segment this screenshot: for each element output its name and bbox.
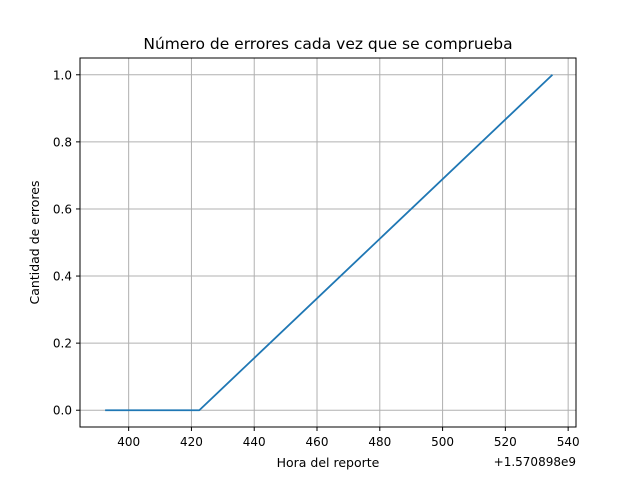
x-axis-offset-label: +1.570898e9 — [494, 455, 576, 469]
x-axis-label: Hora del reporte — [277, 455, 380, 470]
x-tick-label: 540 — [557, 435, 580, 449]
y-tick-label: 0.4 — [53, 270, 72, 284]
y-tick-label: 0.0 — [53, 404, 72, 418]
x-tick-label: 460 — [306, 435, 329, 449]
plot-frame — [79, 57, 577, 428]
series-line — [105, 74, 554, 412]
y-axis-label: Cantidad de errores — [27, 181, 42, 305]
y-tick-label: 0.6 — [53, 202, 72, 216]
grid — [80, 58, 576, 427]
x-tick-label: 520 — [494, 435, 517, 449]
x-tick-label: 400 — [117, 435, 140, 449]
x-tick-label: 420 — [180, 435, 203, 449]
x-tick-label: 440 — [243, 435, 266, 449]
x-tick-label: 500 — [431, 435, 454, 449]
series-layer — [105, 74, 554, 412]
y-tick-label: 0.8 — [53, 135, 72, 149]
chart-title: Número de errores cada vez que se compru… — [143, 35, 512, 53]
ticks: 400 420 440 460 480 500 520 540 0.0 0.2 0.4 0.6 0.8 1… — [53, 68, 580, 449]
x-tick-label: 480 — [368, 435, 391, 449]
y-tick-label: 0.2 — [53, 337, 72, 351]
y-tick-label: 1.0 — [53, 68, 72, 82]
